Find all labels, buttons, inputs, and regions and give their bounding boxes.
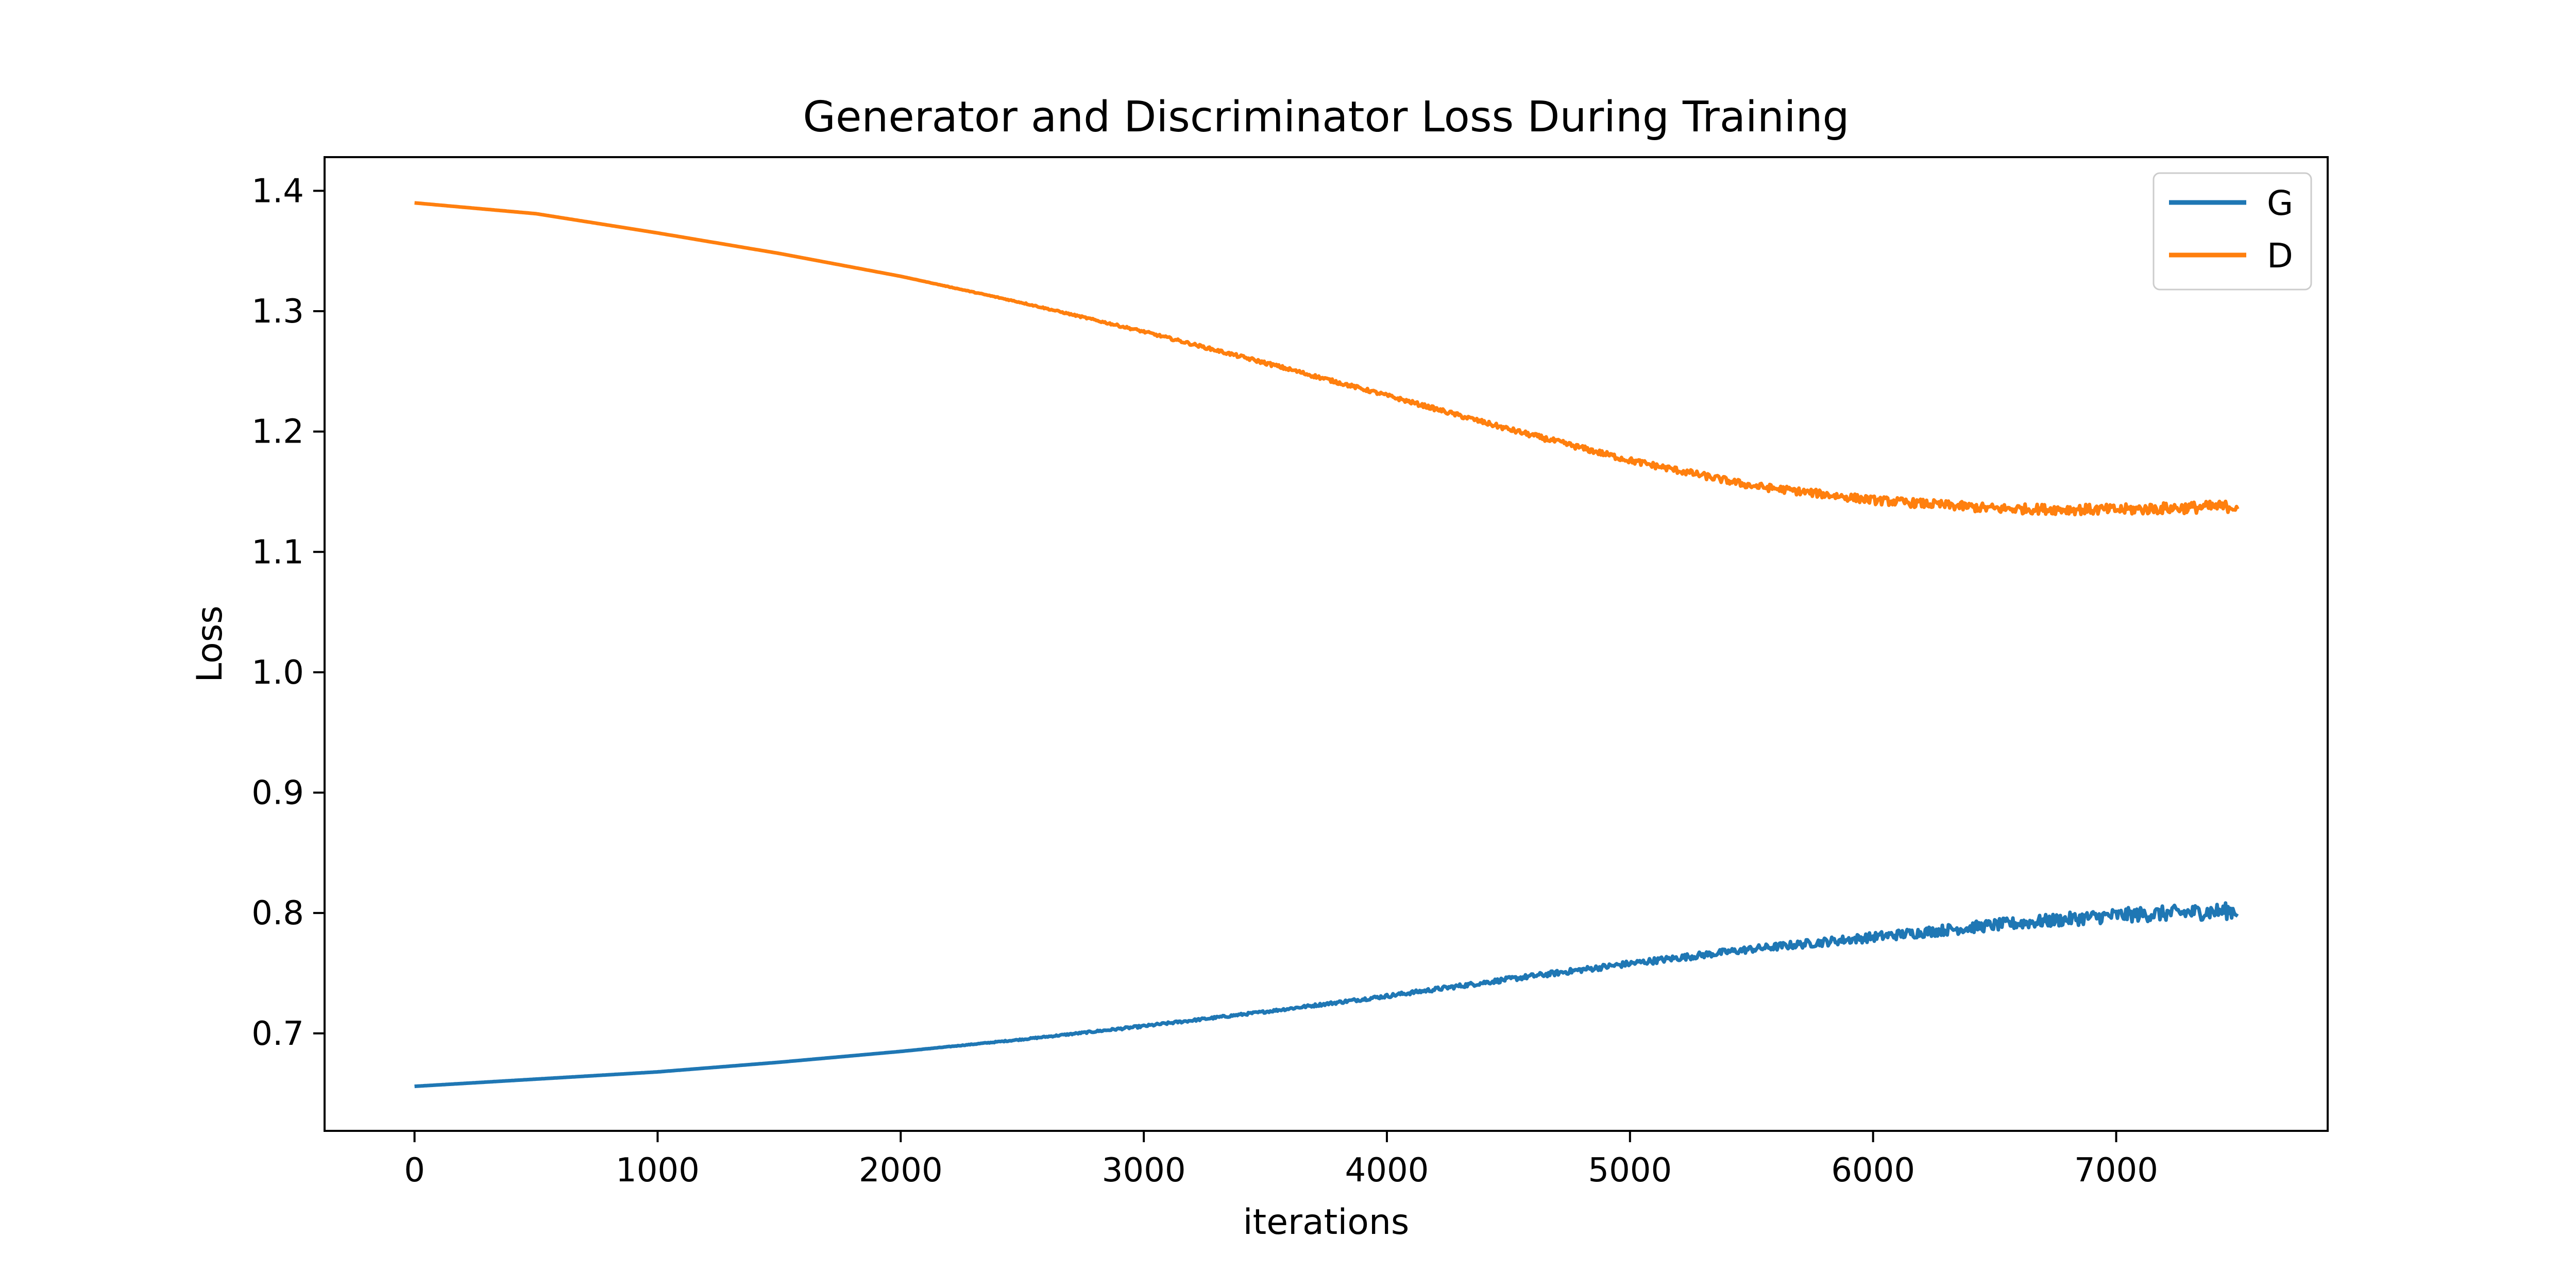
y-tick-label: 0.7 — [251, 1015, 304, 1053]
chart-title: Generator and Discriminator Loss During … — [803, 93, 1849, 142]
plot-area — [325, 157, 2328, 1131]
x-axis-label: iterations — [1243, 1202, 1410, 1243]
ticks-group: 0 1000 2000 3000 4000 5000 6000 7000 0.7 0.8 0.9 1.… — [251, 172, 2158, 1190]
x-tick-label: 0 — [404, 1151, 425, 1190]
series-line-d — [414, 201, 2240, 517]
x-tick-label: 3000 — [1102, 1151, 1186, 1190]
y-tick-label: 1.1 — [251, 533, 304, 571]
legend: G D — [2153, 172, 2312, 291]
x-tick-label: 7000 — [2074, 1151, 2158, 1190]
y-axis-label: Loss — [190, 605, 230, 682]
y-tick-label: 1.3 — [251, 293, 304, 331]
x-tick-label: 2000 — [859, 1151, 943, 1190]
legend-label-d: D — [2267, 236, 2293, 276]
y-tick-label: 1.4 — [251, 172, 304, 210]
plot-frame — [324, 156, 2329, 1132]
series-line-g — [414, 901, 2239, 1089]
y-tick-label: 0.9 — [251, 774, 304, 812]
y-tick-label: 1.2 — [251, 413, 304, 451]
series-group — [414, 201, 2240, 1089]
legend-label-g: G — [2267, 183, 2293, 223]
x-tick-label: 1000 — [616, 1151, 700, 1190]
y-tick-label: 0.8 — [251, 894, 304, 933]
x-tick-label: 4000 — [1345, 1151, 1429, 1190]
x-tick-label: 5000 — [1588, 1151, 1672, 1190]
x-tick-label: 6000 — [1831, 1151, 1915, 1190]
y-tick-label: 1.0 — [251, 654, 304, 692]
